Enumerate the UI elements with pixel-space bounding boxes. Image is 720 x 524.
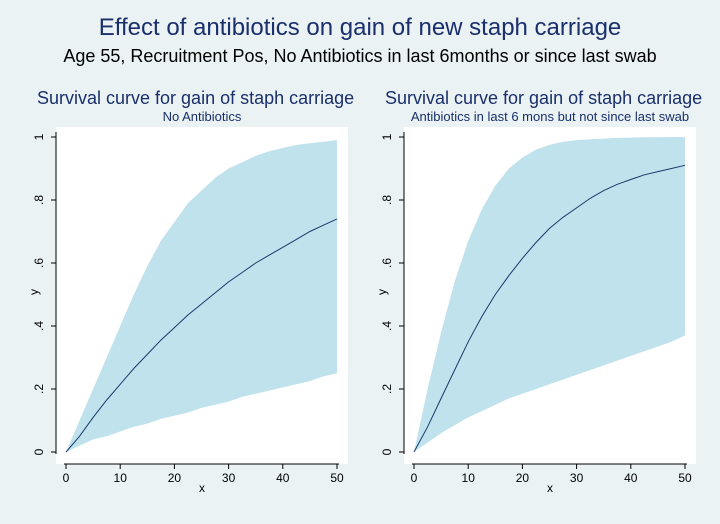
y-axis-label: y [27, 289, 41, 295]
x-tick-label: 10 [462, 471, 476, 485]
x-axis-label: x [547, 481, 553, 495]
x-tick-label: 20 [516, 471, 530, 485]
y-tick-label: 0 [380, 448, 394, 455]
panel-title: Survival curve for gain of staph carriag… [37, 88, 354, 108]
chart-panel-antibiotics-last-6-mons: Survival curve for gain of staph carriag… [375, 88, 702, 495]
confidence-band [66, 140, 337, 452]
y-tick-label: .6 [32, 258, 46, 268]
chart-panel-no-antibiotics: Survival curve for gain of staph carriag… [27, 88, 354, 495]
y-tick-label: .2 [380, 384, 394, 394]
y-tick-label: 1 [380, 133, 394, 140]
x-tick-label: 30 [570, 471, 584, 485]
survival-curve [65, 218, 338, 453]
y-tick-label: .4 [32, 321, 46, 331]
x-tick-label: 50 [330, 471, 344, 485]
plot-content: 0 10 20 30 40 50 0 .2 .4 .6 .8 1 [380, 132, 692, 485]
x-tick-label: 0 [63, 471, 70, 485]
x-tick-label: 20 [168, 471, 182, 485]
figure-subtitle: Age 55, Recruitment Pos, No Antibiotics … [63, 46, 656, 66]
x-tick-label: 30 [222, 471, 236, 485]
y-tick-label: 1 [32, 133, 46, 140]
x-tick-label: 40 [624, 471, 638, 485]
panel-subtitle: Antibiotics in last 6 mons but not since… [411, 109, 689, 124]
survival-curve [413, 164, 686, 453]
confidence-band [414, 137, 685, 452]
x-tick-label: 50 [678, 471, 692, 485]
x-tick-label: 0 [411, 471, 418, 485]
panel-title: Survival curve for gain of staph carriag… [385, 88, 702, 108]
panel-subtitle: No Antibiotics [163, 109, 242, 124]
x-axis-label: x [199, 481, 205, 495]
y-tick-label: .8 [380, 195, 394, 205]
y-tick-label: .4 [380, 321, 394, 331]
y-tick-label: .2 [32, 384, 46, 394]
y-tick-label: 0 [32, 448, 46, 455]
y-tick-label: .8 [32, 195, 46, 205]
plot-content: 0 10 20 30 40 50 0 .2 .4 .6 .8 1 [32, 132, 344, 485]
figure-title: Effect of antibiotics on gain of new sta… [99, 14, 622, 41]
y-axis-label: y [375, 289, 389, 295]
x-tick-label: 10 [114, 471, 128, 485]
y-tick-label: .6 [380, 258, 394, 268]
x-tick-label: 40 [276, 471, 290, 485]
